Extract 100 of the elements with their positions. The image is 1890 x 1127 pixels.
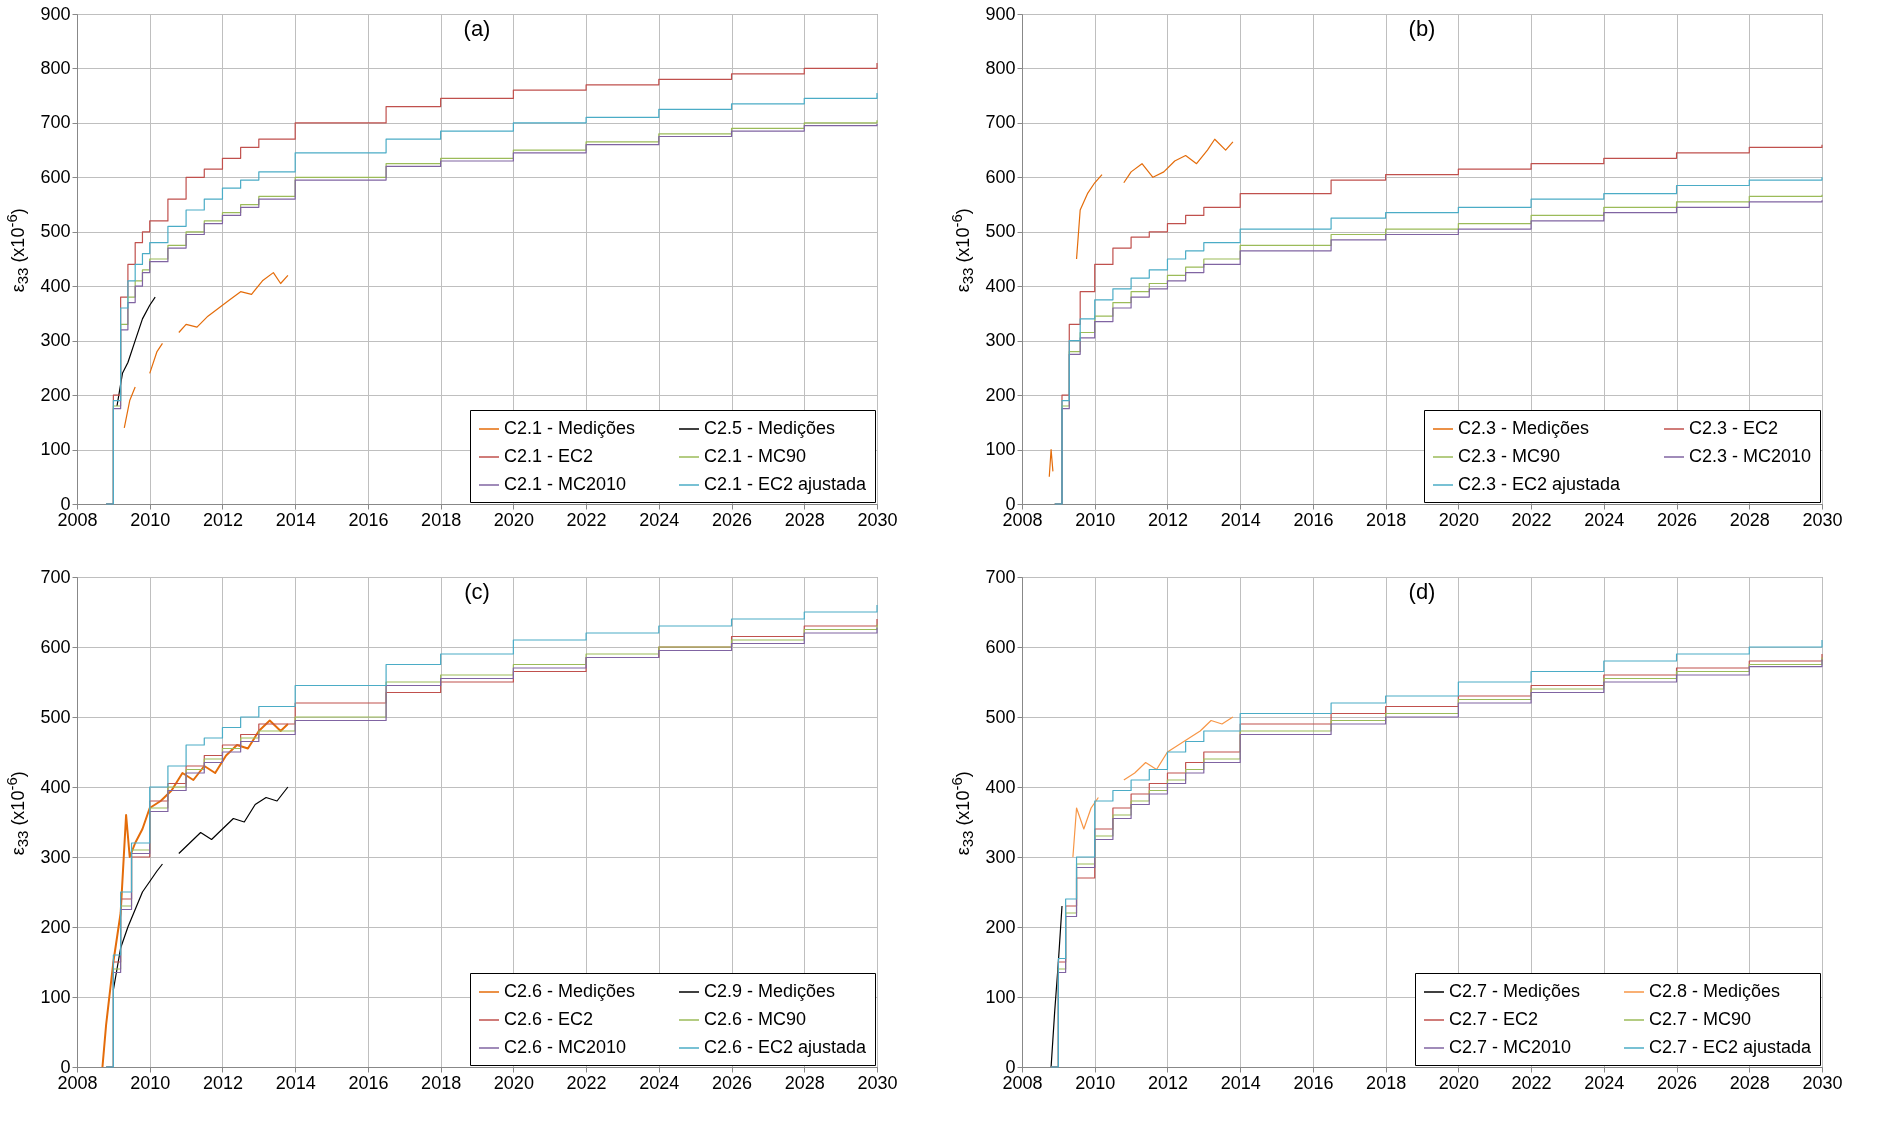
x-tick-label: 2012: [1147, 509, 1188, 530]
chart-title: (a): [463, 16, 491, 41]
x-tick-label: 2030: [1802, 1072, 1843, 1093]
line-series: [116, 296, 156, 407]
y-tick-label: 300: [985, 330, 1016, 351]
x-tick-label: 2024: [639, 1072, 680, 1093]
x-tick-label: 2012: [1147, 1072, 1188, 1093]
x-tick-label: 2010: [130, 1072, 171, 1093]
chart-title: (d): [1408, 579, 1436, 604]
y-tick-label: 700: [985, 566, 1016, 587]
y-tick-label: 500: [985, 706, 1016, 727]
x-tick-label: 2030: [1802, 509, 1843, 530]
legend-label: C2.1 - EC2 ajustada: [704, 474, 868, 494]
y-tick-label: 200: [985, 916, 1016, 937]
x-tick-label: 2010: [1075, 509, 1116, 530]
legend-label: C2.3 - EC2 ajustada: [1458, 474, 1622, 494]
x-tick-label: 2018: [421, 509, 462, 530]
y-tick-label: 200: [40, 916, 71, 937]
x-tick-label: 2026: [712, 1072, 753, 1093]
x-tick-label: 2026: [1657, 1072, 1698, 1093]
x-tick-label: 2028: [784, 1072, 825, 1093]
x-tick-label: 2018: [421, 1072, 462, 1093]
x-tick-label: 2010: [130, 509, 171, 530]
y-tick-label: 900: [985, 3, 1016, 24]
y-tick-label: 600: [40, 166, 71, 187]
legend-label: C2.7 - Medições: [1449, 981, 1581, 1001]
legend-label: C2.7 - MC2010: [1449, 1037, 1572, 1057]
y-tick-label: 500: [985, 221, 1016, 242]
legend-label: C2.3 - MC90: [1458, 446, 1561, 466]
legend-label: C2.3 - EC2: [1689, 418, 1779, 438]
y-tick-label: 500: [40, 221, 71, 242]
x-tick-label: 2026: [1657, 509, 1698, 530]
x-tick-label: 2020: [1438, 509, 1479, 530]
x-tick-label: 2018: [1366, 1072, 1407, 1093]
x-tick-label: 2016: [348, 1072, 389, 1093]
x-tick-label: 2022: [566, 1072, 607, 1093]
legend-label: C2.8 - Medições: [1649, 981, 1781, 1001]
y-tick-label: 600: [985, 636, 1016, 657]
y-tick-label: 200: [985, 384, 1016, 405]
x-tick-label: 2030: [857, 1072, 898, 1093]
y-tick-label: 600: [985, 166, 1016, 187]
y-tick-label: 700: [40, 112, 71, 133]
legend-label: C2.1 - Medições: [504, 418, 636, 438]
y-tick-label: 300: [40, 846, 71, 867]
y-tick-label: 100: [985, 986, 1016, 1007]
x-tick-label: 2010: [1075, 1072, 1116, 1093]
y-tick-label: 700: [985, 112, 1016, 133]
chart-title: (c): [464, 579, 490, 604]
x-tick-label: 2024: [1584, 1072, 1625, 1093]
y-tick-label: 500: [40, 706, 71, 727]
x-tick-label: 2016: [1293, 1072, 1334, 1093]
legend-label: C2.1 - MC2010: [504, 474, 627, 494]
legend-label: C2.3 - MC2010: [1689, 446, 1812, 466]
legend-label: C2.6 - MC2010: [504, 1037, 627, 1057]
x-tick-label: 2016: [348, 509, 389, 530]
x-tick-label: 2012: [202, 509, 243, 530]
x-tick-label: 2022: [1511, 1072, 1552, 1093]
legend-label: C2.1 - MC90: [704, 446, 807, 466]
y-tick-label: 200: [40, 384, 71, 405]
line-series: [1050, 905, 1063, 1068]
legend-label: C2.7 - EC2 ajustada: [1649, 1037, 1813, 1057]
x-tick-label: 2026: [712, 509, 753, 530]
y-tick-label: 100: [985, 439, 1016, 460]
chart-title: (b): [1408, 16, 1436, 41]
line-series: [101, 719, 289, 1068]
legend-label: C2.7 - MC90: [1649, 1009, 1752, 1029]
y-tick-label: 700: [40, 566, 71, 587]
y-tick-label: 400: [985, 776, 1016, 797]
x-tick-label: 2018: [1366, 509, 1407, 530]
legend-label: C2.3 - Medições: [1458, 418, 1590, 438]
y-tick-label: 400: [40, 275, 71, 296]
legend-label: C2.6 - Medições: [504, 981, 636, 1001]
x-tick-label: 2014: [1220, 1072, 1261, 1093]
y-tick-label: 600: [40, 636, 71, 657]
legend-label: C2.6 - EC2 ajustada: [704, 1037, 868, 1057]
legend-label: C2.6 - MC90: [704, 1009, 807, 1029]
x-tick-label: 2020: [1438, 1072, 1479, 1093]
y-tick-label: 300: [40, 330, 71, 351]
x-tick-label: 2022: [566, 509, 607, 530]
x-tick-label: 2020: [493, 509, 534, 530]
y-tick-label: 800: [985, 57, 1016, 78]
legend-label: C2.9 - Medições: [704, 981, 836, 1001]
legend-label: C2.6 - EC2: [504, 1009, 594, 1029]
x-tick-label: 2024: [639, 509, 680, 530]
y-tick-label: 800: [40, 57, 71, 78]
x-tick-label: 2028: [1729, 1072, 1770, 1093]
y-tick-label: 400: [985, 275, 1016, 296]
x-tick-label: 2022: [1511, 509, 1552, 530]
legend-label: C2.5 - Medições: [704, 418, 836, 438]
x-tick-label: 2030: [857, 509, 898, 530]
y-tick-label: 100: [40, 986, 71, 1007]
x-tick-label: 2028: [784, 509, 825, 530]
x-tick-label: 2028: [1729, 509, 1770, 530]
x-tick-label: 2014: [275, 1072, 316, 1093]
y-tick-label: 100: [40, 439, 71, 460]
x-tick-label: 2016: [1293, 509, 1334, 530]
legend-label: C2.1 - EC2: [504, 446, 594, 466]
x-tick-label: 2024: [1584, 509, 1625, 530]
y-tick-label: 300: [985, 846, 1016, 867]
x-tick-label: 2012: [202, 1072, 243, 1093]
